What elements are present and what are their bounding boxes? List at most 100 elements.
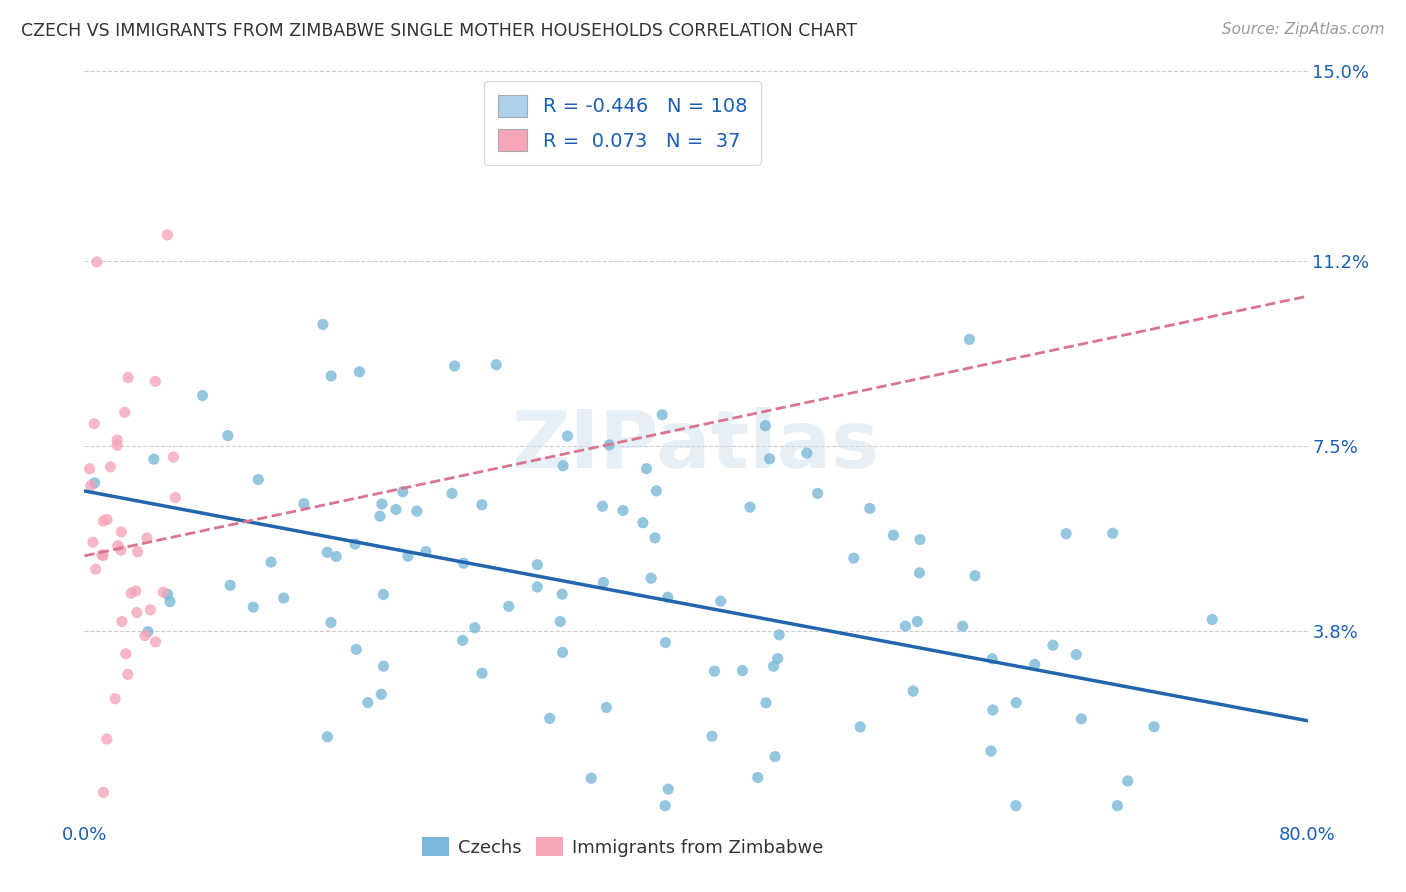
Point xyxy=(901,684,924,698)
Point xyxy=(579,771,602,785)
Point xyxy=(371,497,394,511)
Point xyxy=(142,452,165,467)
Point xyxy=(612,503,634,517)
Point xyxy=(111,615,134,629)
Point xyxy=(592,575,614,590)
Point xyxy=(645,483,668,498)
Point xyxy=(485,358,508,372)
Point xyxy=(905,615,928,629)
Point xyxy=(117,370,139,384)
Point xyxy=(191,388,214,402)
Point xyxy=(349,365,371,379)
Point xyxy=(84,562,107,576)
Point xyxy=(657,782,679,797)
Point xyxy=(981,652,1004,666)
Point xyxy=(373,587,395,601)
Point xyxy=(440,486,463,500)
Point xyxy=(644,531,666,545)
Point xyxy=(83,475,105,490)
Point xyxy=(894,619,917,633)
Point xyxy=(110,543,132,558)
Point xyxy=(768,628,790,642)
Point xyxy=(595,700,617,714)
Point xyxy=(156,587,179,601)
Point xyxy=(136,624,159,639)
Point xyxy=(557,429,579,443)
Point xyxy=(105,438,128,452)
Point xyxy=(127,545,149,559)
Point xyxy=(152,585,174,599)
Point xyxy=(453,556,475,570)
Point xyxy=(766,651,789,665)
Point xyxy=(165,491,187,505)
Point xyxy=(1201,613,1223,627)
Point xyxy=(385,502,408,516)
Point xyxy=(1005,696,1028,710)
Point xyxy=(110,524,132,539)
Point xyxy=(526,580,548,594)
Point xyxy=(247,473,270,487)
Point xyxy=(1101,526,1123,541)
Point xyxy=(464,621,486,635)
Point xyxy=(321,369,343,384)
Point xyxy=(598,438,620,452)
Point xyxy=(551,458,574,473)
Point xyxy=(1042,638,1064,652)
Point xyxy=(368,509,391,524)
Point xyxy=(114,405,136,419)
Point xyxy=(219,578,242,592)
Point xyxy=(551,587,574,601)
Point xyxy=(143,375,166,389)
Point xyxy=(959,332,981,346)
Point xyxy=(548,615,571,629)
Point xyxy=(396,549,419,564)
Point xyxy=(796,446,818,460)
Point xyxy=(763,749,786,764)
Text: Source: ZipAtlas.com: Source: ZipAtlas.com xyxy=(1222,22,1385,37)
Point xyxy=(134,628,156,642)
Point xyxy=(755,696,778,710)
Point xyxy=(654,635,676,649)
Point xyxy=(162,450,184,464)
Point xyxy=(1064,648,1087,662)
Point xyxy=(357,696,380,710)
Point xyxy=(1143,720,1166,734)
Point xyxy=(882,528,904,542)
Point xyxy=(700,729,723,743)
Point xyxy=(107,539,129,553)
Point xyxy=(115,647,138,661)
Point xyxy=(86,255,108,269)
Point xyxy=(405,504,427,518)
Point xyxy=(657,591,679,605)
Point xyxy=(703,664,725,678)
Point xyxy=(651,408,673,422)
Point xyxy=(80,478,103,492)
Point xyxy=(312,318,335,332)
Point xyxy=(415,544,437,558)
Point xyxy=(325,549,347,564)
Text: CZECH VS IMMIGRANTS FROM ZIMBABWE SINGLE MOTHER HOUSEHOLDS CORRELATION CHART: CZECH VS IMMIGRANTS FROM ZIMBABWE SINGLE… xyxy=(21,22,858,40)
Point xyxy=(135,531,157,545)
Point xyxy=(591,500,613,514)
Point xyxy=(156,227,179,242)
Point xyxy=(842,551,865,566)
Point xyxy=(159,595,181,609)
Point xyxy=(1116,774,1139,789)
Point xyxy=(373,659,395,673)
Point xyxy=(471,498,494,512)
Point xyxy=(242,600,264,615)
Point xyxy=(117,667,139,681)
Point xyxy=(344,642,367,657)
Point xyxy=(104,691,127,706)
Point xyxy=(370,687,392,701)
Point xyxy=(93,785,115,799)
Point xyxy=(90,548,112,562)
Point xyxy=(125,584,148,599)
Point xyxy=(125,606,148,620)
Point xyxy=(807,486,830,500)
Point xyxy=(96,512,118,526)
Point xyxy=(139,603,162,617)
Point xyxy=(105,433,128,447)
Point xyxy=(451,633,474,648)
Point xyxy=(1070,712,1092,726)
